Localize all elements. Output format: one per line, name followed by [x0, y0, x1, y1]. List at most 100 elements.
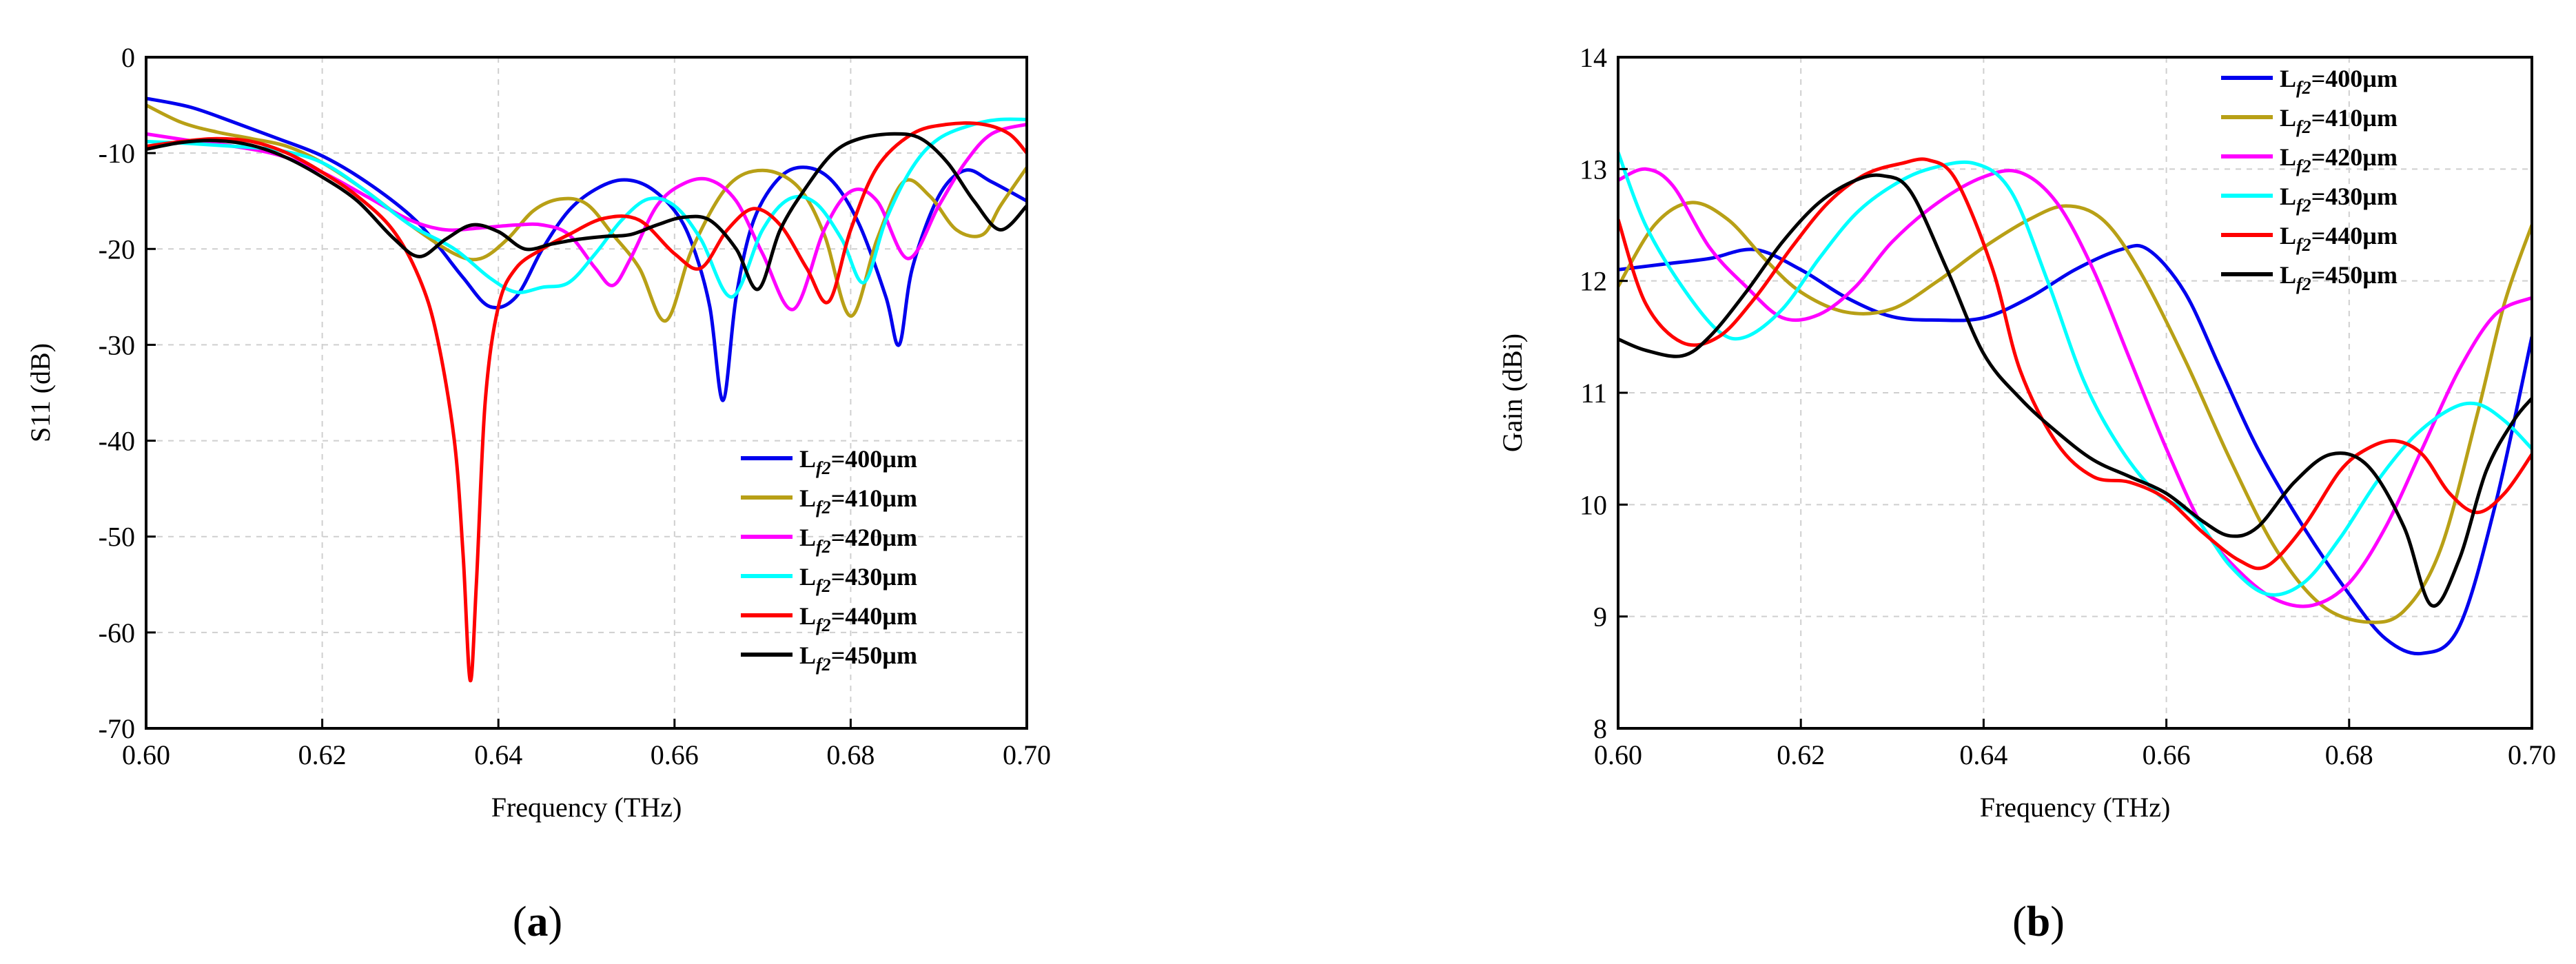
- x-tick-label: 0.60: [1594, 739, 1642, 770]
- x-tick-label: 0.64: [1959, 739, 2007, 770]
- y-tick-label: 12: [1580, 266, 1607, 297]
- chart-panel-a: 0.60 0.62 0.64 0.66 0.68 0.70 0 -10 -20 -30 -40 -50…: [25, 42, 1051, 823]
- chart-panel-b: 0.60 0.62 0.64 0.66 0.68 0.70 14 13 12 11 10 9 8 Fre…: [1497, 42, 2556, 823]
- x-axis-label-a: Frequency (THz): [491, 792, 682, 823]
- series-line-430m: [1618, 152, 2532, 597]
- x-tick-label: 0.68: [826, 739, 875, 770]
- legend-label-value: =400µm: [831, 445, 917, 473]
- y-tick-label: -20: [99, 234, 135, 265]
- legend-label-subscript: f2: [2296, 156, 2311, 176]
- legend-label-prefix: L: [799, 602, 816, 630]
- legend-label: Lf2=410µm: [799, 484, 917, 517]
- panel-label-b-close: ): [2050, 899, 2065, 945]
- legend-item: Lf2=410µm: [2221, 104, 2398, 137]
- legend-label-subscript: f2: [816, 655, 831, 675]
- series-line-430m: [146, 117, 1027, 299]
- y-tick-label: -70: [99, 713, 135, 744]
- legend-label-prefix: L: [2280, 65, 2296, 92]
- legend-label: Lf2=440µm: [799, 602, 917, 635]
- plot-frame-a: [145, 56, 1028, 730]
- legend-label: Lf2=410µm: [2280, 104, 2398, 137]
- series-line-400m: [146, 96, 1027, 402]
- legend-label: Lf2=430µm: [2280, 183, 2398, 216]
- panel-label-b: (b): [2012, 899, 2065, 945]
- y-tick-label: -40: [99, 426, 135, 457]
- legend-label-value: =430µm: [2311, 183, 2398, 210]
- y-tick-label: 8: [1593, 713, 1607, 744]
- legend-label-prefix: L: [799, 563, 816, 591]
- legend-label-value: =450µm: [2311, 261, 2398, 289]
- grid-b: [1618, 57, 2532, 728]
- legend-label-prefix: L: [2280, 143, 2296, 171]
- series-line-450m: [1618, 173, 2532, 608]
- legend-item: Lf2=440µm: [2221, 222, 2398, 255]
- x-tick-label: 0.66: [651, 739, 699, 770]
- y-tick-label: 10: [1580, 489, 1607, 520]
- legend-item: Lf2=440µm: [741, 602, 917, 635]
- y-tick-label: -60: [99, 617, 135, 648]
- legend-label-prefix: L: [2280, 222, 2296, 249]
- legend-label-subscript: f2: [2296, 274, 2311, 294]
- x-tick-label: 0.62: [1777, 739, 1825, 770]
- legend-label-value: =420µm: [831, 524, 917, 551]
- x-axis-label-b: Frequency (THz): [1980, 792, 2171, 823]
- y-tick-label: 0: [121, 42, 135, 73]
- legend-label-subscript: f2: [2296, 196, 2311, 216]
- legend-label-subscript: f2: [816, 458, 831, 478]
- legend-item: Lf2=420µm: [2221, 143, 2398, 176]
- series-lines-a: [146, 96, 1027, 683]
- legend-label-prefix: L: [2280, 104, 2296, 132]
- series-lines-b: [1618, 152, 2532, 656]
- legend-label-subscript: f2: [2296, 235, 2311, 255]
- legend-label: Lf2=400µm: [2280, 65, 2398, 98]
- series-line-440m: [146, 121, 1027, 683]
- legend-item: Lf2=450µm: [741, 642, 917, 675]
- legend-label-value: =400µm: [2311, 65, 2398, 92]
- x-tick-label: 0.68: [2325, 739, 2373, 770]
- legend-label-prefix: L: [2280, 261, 2296, 289]
- x-tick-label: 0.64: [474, 739, 522, 770]
- panel-label-a-letter: a: [527, 899, 549, 945]
- legend-label: Lf2=420µm: [799, 524, 917, 557]
- legend-item: Lf2=400µm: [741, 445, 917, 478]
- legend-item: Lf2=430µm: [2221, 183, 2398, 216]
- legend-item: Lf2=420µm: [741, 524, 917, 557]
- legend-label-value: =420µm: [2311, 143, 2398, 171]
- series-line-420m: [146, 122, 1027, 311]
- legend-item: Lf2=430µm: [741, 563, 917, 596]
- x-tick-label: 0.62: [298, 739, 347, 770]
- y-tick-label: -10: [99, 138, 135, 169]
- axis-ticks-a: 0.60 0.62 0.64 0.66 0.68 0.70 0 -10 -20 -30 -40 -50…: [99, 42, 1051, 770]
- panel-label-b-open: (: [2012, 899, 2027, 945]
- y-tick-label: 9: [1593, 602, 1607, 633]
- legend-label: Lf2=420µm: [2280, 143, 2398, 176]
- legend-a: Lf2=400µmLf2=410µmLf2=420µmLf2=430µmLf2=…: [741, 445, 917, 675]
- legend-label-subscript: f2: [816, 498, 831, 517]
- panel-label-a: (a): [513, 899, 562, 945]
- legend-label-subscript: f2: [816, 537, 831, 557]
- panel-label-a-close: ): [549, 899, 563, 945]
- y-tick-label: 14: [1580, 42, 1607, 73]
- legend-label-value: =450µm: [831, 642, 917, 669]
- legend-label: Lf2=430µm: [799, 563, 917, 596]
- legend-label: Lf2=450µm: [799, 642, 917, 675]
- legend-label-value: =440µm: [831, 602, 917, 630]
- x-tick-label: 0.60: [122, 739, 170, 770]
- x-tick-label: 0.70: [1003, 739, 1051, 770]
- legend-item: Lf2=400µm: [2221, 65, 2398, 98]
- legend-label-prefix: L: [799, 484, 816, 512]
- legend-label-subscript: f2: [2296, 117, 2311, 137]
- legend-label-value: =430µm: [831, 563, 917, 591]
- x-tick-label: 0.66: [2143, 739, 2191, 770]
- legend-label-value: =410µm: [2311, 104, 2398, 132]
- series-line-420m: [1618, 167, 2532, 608]
- legend-label-prefix: L: [799, 524, 816, 551]
- legend-item: Lf2=450µm: [2221, 261, 2398, 294]
- legend-label: Lf2=400µm: [799, 445, 917, 478]
- y-tick-label: -50: [99, 522, 135, 553]
- y-tick-label: 11: [1580, 378, 1607, 409]
- series-line-450m: [146, 132, 1027, 291]
- legend-label-value: =410µm: [831, 484, 917, 512]
- legend-item: Lf2=410µm: [741, 484, 917, 517]
